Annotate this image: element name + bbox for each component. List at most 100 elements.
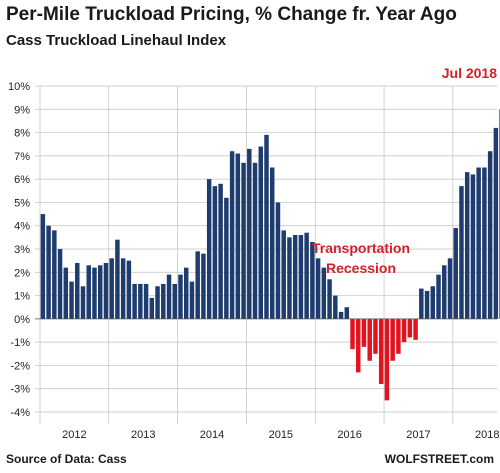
chart-subtitle: Cass Truckload Linehaul Index: [6, 32, 227, 49]
x-tick-label: 2016: [337, 429, 361, 441]
bar: [459, 186, 464, 319]
bar: [143, 283, 149, 319]
bar: [356, 318, 361, 373]
y-tick-label: 2%: [14, 267, 30, 279]
bar: [373, 318, 378, 354]
bar: [218, 183, 223, 319]
bar: [57, 249, 63, 319]
x-tick-label: 2012: [62, 429, 86, 441]
bar: [189, 281, 195, 319]
bar: [453, 228, 458, 319]
x-tick-label: 2014: [200, 429, 224, 441]
bar: [424, 290, 430, 319]
bar: [40, 214, 46, 319]
bar: [344, 307, 350, 319]
x-tick-label: 2018: [475, 429, 499, 441]
bar: [447, 258, 453, 319]
bar: [52, 230, 57, 319]
bar: [281, 230, 286, 319]
y-tick-label: -4%: [10, 407, 30, 419]
bar: [138, 283, 143, 319]
bar: [103, 262, 109, 319]
bar: [161, 283, 166, 319]
bar: [258, 146, 264, 319]
bar: [436, 274, 441, 319]
bar: [166, 274, 172, 319]
bar: [80, 286, 86, 319]
bar: [206, 179, 212, 319]
bar: [86, 265, 91, 319]
bar: [487, 151, 493, 319]
bar: [287, 237, 292, 319]
bar: [298, 235, 304, 319]
bar: [333, 295, 338, 319]
y-tick-label: 0%: [14, 314, 30, 326]
bar: [126, 260, 132, 319]
data-source-note: Source of Data: Cass: [6, 452, 127, 466]
bar: [120, 258, 126, 319]
y-tick-label: 7%: [14, 151, 30, 163]
bar: [292, 235, 298, 319]
bar: [224, 197, 229, 319]
bar: [367, 318, 372, 361]
bar: [63, 267, 69, 319]
bar: [482, 167, 487, 319]
annotation-recession-line1: Transportation: [312, 240, 410, 256]
bar: [241, 162, 246, 319]
bar: [464, 172, 470, 319]
bar: [321, 267, 327, 319]
bar: [361, 318, 367, 347]
bar: [97, 265, 103, 319]
y-tick-label: -3%: [10, 384, 30, 396]
bar: [229, 151, 235, 319]
bar: [442, 265, 447, 319]
y-tick-label: 9%: [14, 104, 30, 116]
bar: [201, 253, 206, 319]
bar: [407, 318, 413, 338]
bar: [212, 186, 218, 319]
y-tick-label: 6%: [14, 174, 30, 186]
bar: [149, 297, 155, 319]
bar: [252, 162, 258, 319]
bar: [378, 318, 384, 385]
bar: [46, 225, 51, 319]
bar: [247, 148, 252, 319]
bar: [401, 318, 407, 343]
bar: [430, 286, 436, 319]
y-tick-label: 8%: [14, 128, 30, 140]
y-tick-label: 4%: [14, 221, 30, 233]
y-tick-label: 5%: [14, 197, 30, 209]
bar: [419, 288, 424, 319]
bar: [413, 318, 418, 340]
chart-title: Per-Mile Truckload Pricing, % Change fr.…: [6, 4, 457, 25]
bar: [264, 134, 269, 319]
bar: [304, 232, 309, 319]
x-tick-label: 2017: [406, 429, 430, 441]
bar: [109, 258, 114, 319]
bar: [493, 127, 499, 319]
y-tick-label: 1%: [14, 291, 30, 303]
bar: [132, 283, 137, 319]
x-tick-label: 2013: [131, 429, 155, 441]
bar: [172, 283, 177, 319]
bar: [315, 258, 321, 319]
bar: [384, 318, 390, 401]
bar: [390, 318, 395, 361]
y-tick-label: 3%: [14, 244, 30, 256]
bar: [470, 174, 476, 319]
y-tick-label: -2%: [10, 360, 30, 372]
y-tick-label: 10%: [8, 81, 30, 93]
bar: [115, 239, 120, 319]
annotation-recession-line2: Recession: [326, 260, 396, 276]
x-tick-label: 2015: [269, 429, 293, 441]
bar: [92, 267, 97, 319]
bar: [155, 286, 160, 319]
bar: [275, 202, 281, 319]
brand-logo-text: WOLFSTREET.com: [384, 452, 494, 466]
bar: [178, 274, 183, 319]
bar: [69, 281, 74, 319]
bar: [350, 318, 355, 350]
annotation-latest-month: Jul 2018: [442, 65, 497, 81]
bar: [327, 279, 332, 319]
